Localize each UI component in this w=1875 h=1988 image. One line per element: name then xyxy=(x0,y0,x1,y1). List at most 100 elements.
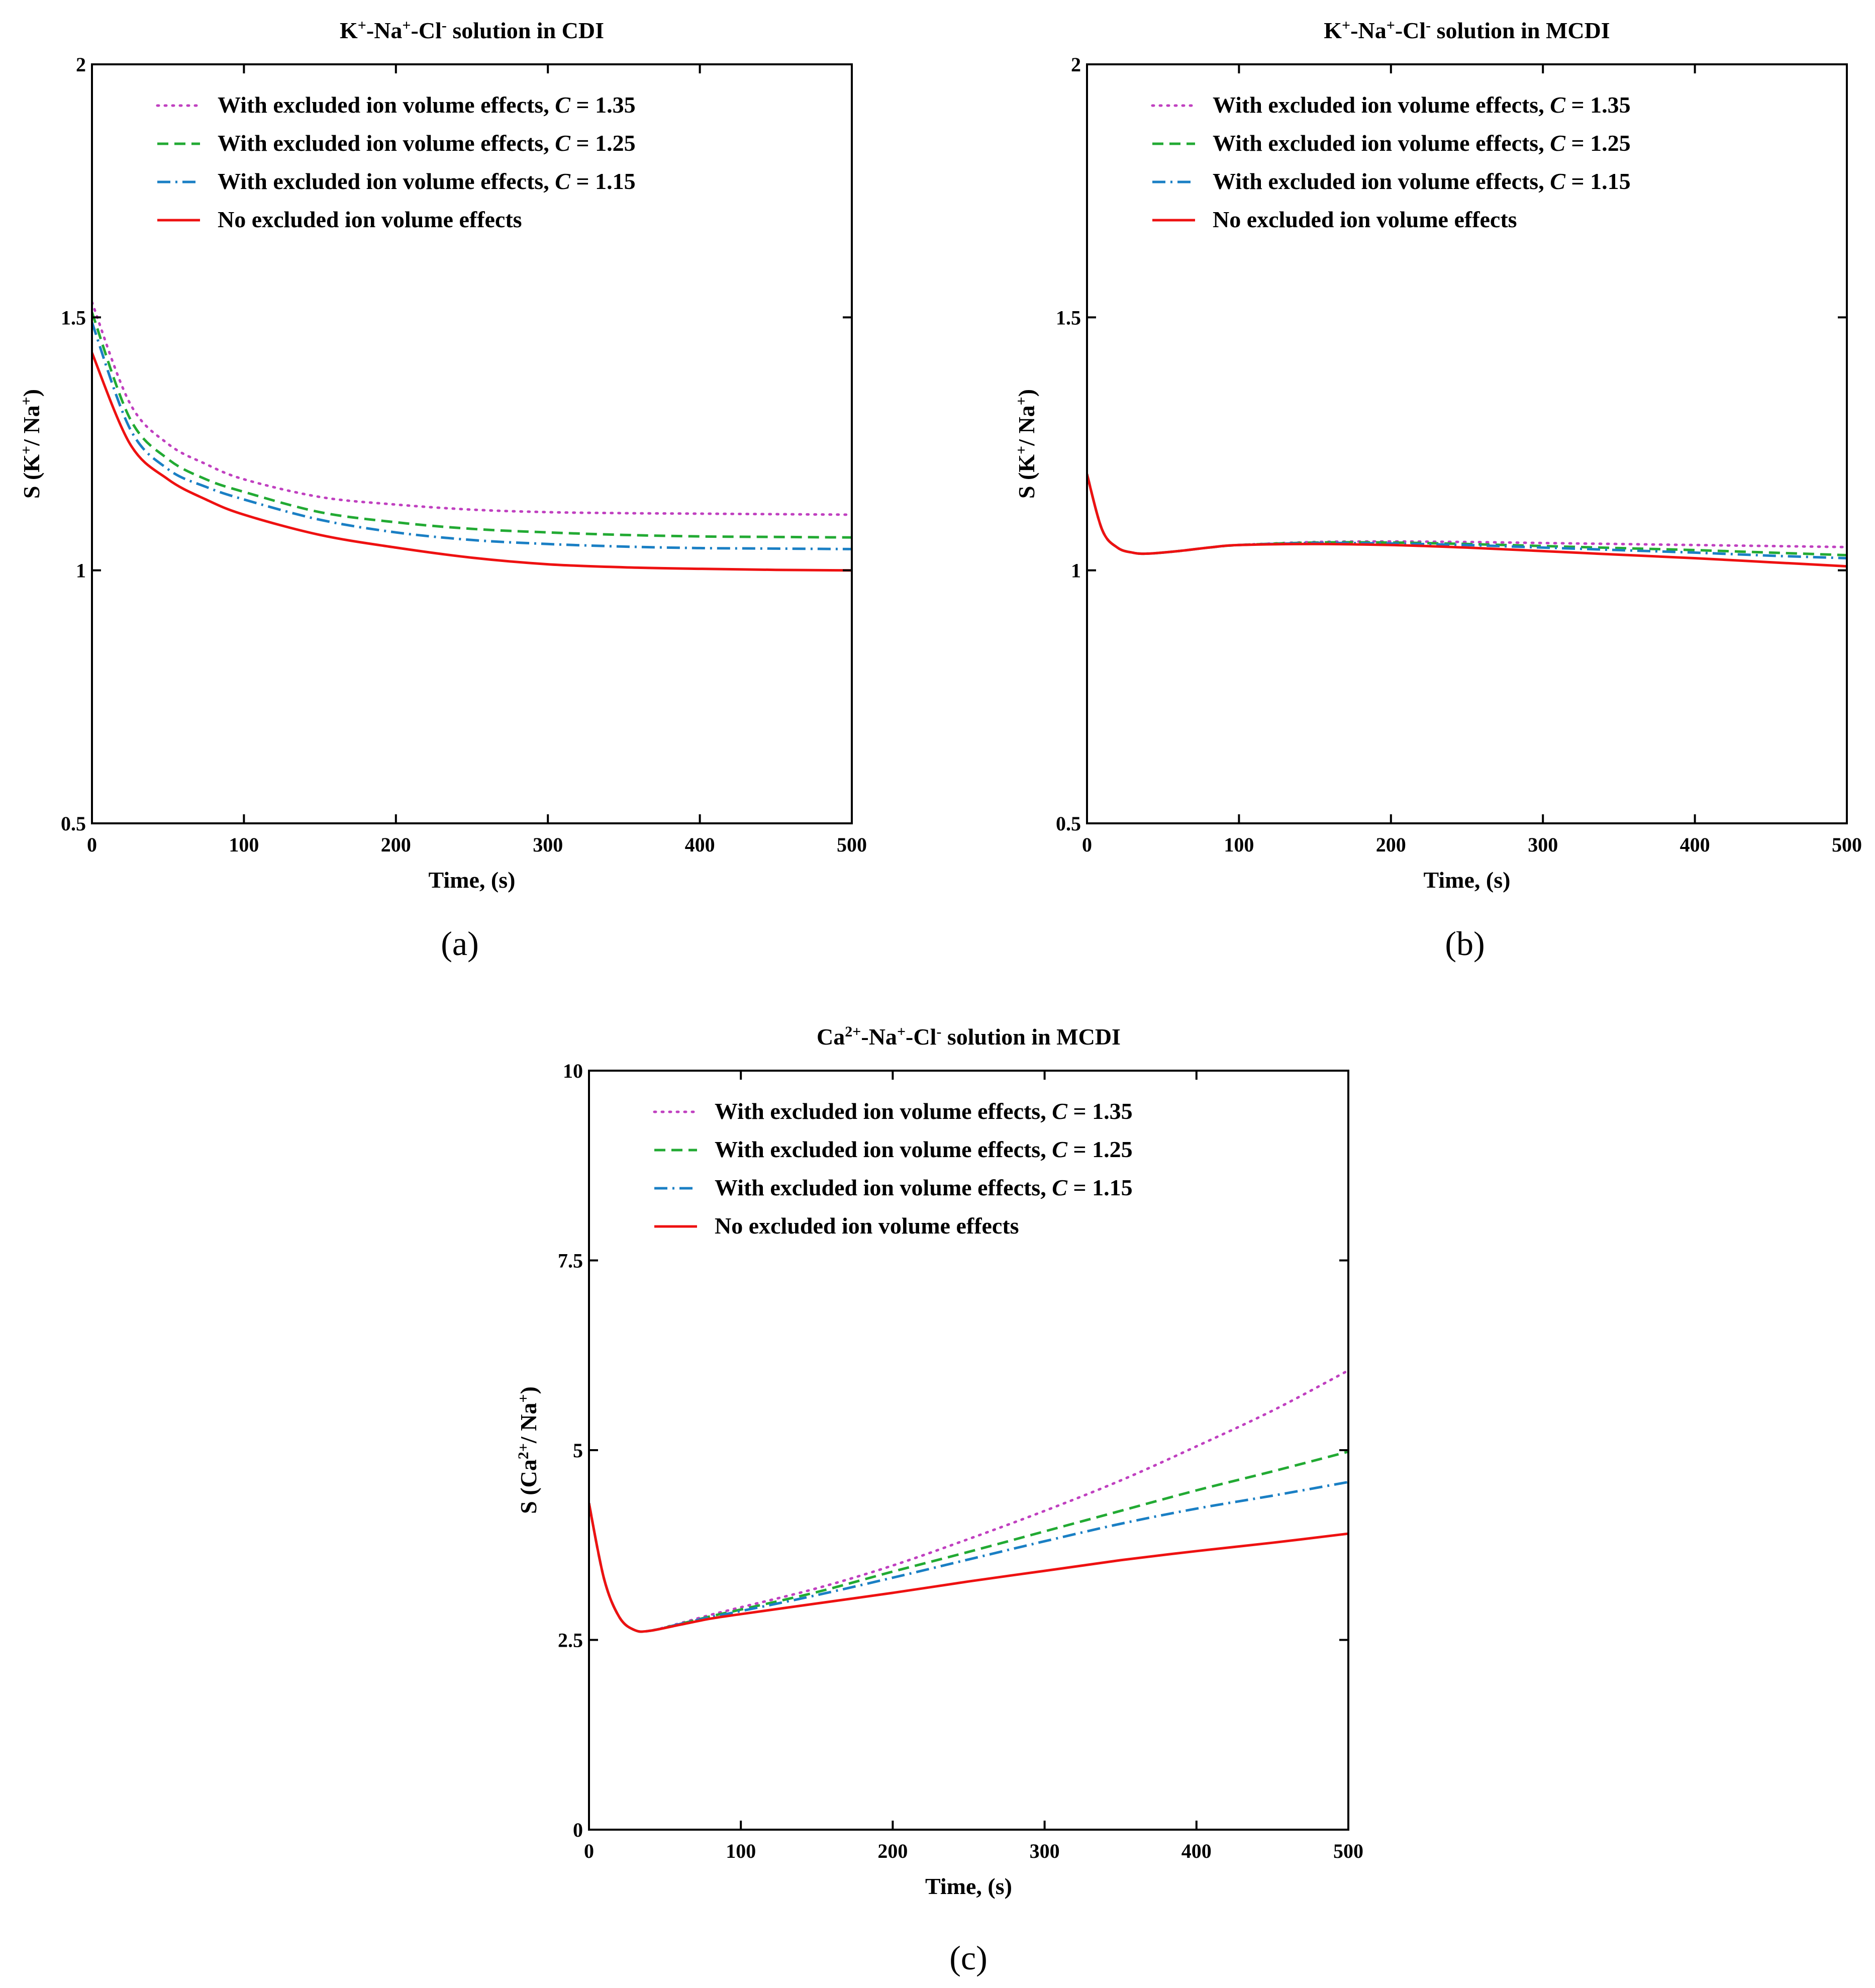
x-tick-label: 100 xyxy=(1224,833,1254,856)
title-part: -Cl xyxy=(411,18,442,43)
series-line-3 xyxy=(1087,474,1847,568)
legend-entry-3: No excluded ion volume effects xyxy=(1213,207,1517,232)
y-tick-label: 0 xyxy=(573,1819,583,1841)
title-superscript: + xyxy=(1342,17,1350,34)
y-tick-label: 1 xyxy=(76,559,86,582)
legend-prefix: With excluded ion volume effects, xyxy=(1213,130,1550,156)
legend-entry-3: No excluded ion volume effects xyxy=(715,1213,1019,1239)
legend-value: = 1.15 xyxy=(1565,168,1631,194)
legend-value: = 1.35 xyxy=(1067,1098,1133,1124)
y-tick-label: 2 xyxy=(1071,53,1081,76)
ylabel-part: ) xyxy=(1014,389,1039,397)
panel-label-1: (b) xyxy=(1445,924,1485,963)
chart-title: Ca2+-Na+-Cl- solution in MCDI xyxy=(817,1023,1121,1050)
x-tick-label: 100 xyxy=(229,833,259,856)
panel-label-0: (a) xyxy=(441,924,478,963)
title-superscript: - xyxy=(442,17,447,34)
y-tick-label: 0.5 xyxy=(1056,812,1081,835)
series-line-0 xyxy=(92,301,852,516)
title-part: -Na xyxy=(1350,18,1387,43)
title-part: solution in MCDI xyxy=(941,1024,1121,1050)
y-tick-label: 2 xyxy=(76,53,86,76)
legend-entry-1: With excluded ion volume effects, C = 1.… xyxy=(715,1137,1133,1162)
y-axis-label: S (K+/ Na+) xyxy=(18,389,45,499)
ylabel-part: / Na xyxy=(516,1403,541,1444)
title-superscript: + xyxy=(358,17,366,34)
legend-cvar: C xyxy=(555,130,571,156)
y-tick-label: 1 xyxy=(1071,559,1081,582)
ylabel-part: S (K xyxy=(1014,454,1039,499)
ylabel-superscript: + xyxy=(18,397,35,405)
x-tick-label: 500 xyxy=(1333,1840,1363,1862)
legend-prefix: With excluded ion volume effects, xyxy=(715,1098,1052,1124)
legend-cvar: C xyxy=(1550,130,1566,156)
x-axis-label: Time, (s) xyxy=(429,867,516,893)
series-line-3 xyxy=(589,1503,1348,1633)
legend-cvar: C xyxy=(1052,1175,1068,1200)
title-superscript: 2+ xyxy=(845,1023,861,1040)
series-line-0 xyxy=(1087,472,1847,555)
legend-entry-2: With excluded ion volume effects, C = 1.… xyxy=(1213,168,1631,194)
series-line-0 xyxy=(589,1369,1348,1633)
legend-prefix: With excluded ion volume effects, xyxy=(1213,92,1550,118)
series-line-2 xyxy=(92,322,852,550)
legend-value: = 1.15 xyxy=(570,168,636,194)
title-part: -Cl xyxy=(906,1024,936,1050)
series-line-1 xyxy=(1087,474,1847,556)
chart-title: K+-Na+-Cl- solution in MCDI xyxy=(1324,17,1610,44)
legend-prefix: With excluded ion volume effects, xyxy=(218,92,555,118)
legend-entry-1: With excluded ion volume effects, C = 1.… xyxy=(218,130,636,156)
ylabel-part: / Na xyxy=(1014,405,1039,446)
legend-value: = 1.25 xyxy=(1067,1137,1133,1162)
y-tick-label: 0.5 xyxy=(61,812,86,835)
x-tick-label: 500 xyxy=(1832,833,1862,856)
legend-prefix: With excluded ion volume effects, xyxy=(1213,168,1550,194)
x-tick-label: 400 xyxy=(1181,1840,1212,1862)
title-superscript: + xyxy=(1387,17,1395,34)
ylabel-part: S (Ca xyxy=(516,1459,541,1514)
y-tick-label: 2.5 xyxy=(558,1629,583,1652)
legend-entry-2: With excluded ion volume effects, C = 1.… xyxy=(218,168,636,194)
y-tick-label: 10 xyxy=(563,1060,583,1082)
legend-prefix: With excluded ion volume effects, xyxy=(715,1175,1052,1200)
legend-prefix: With excluded ion volume effects, xyxy=(218,130,555,156)
title-superscript: - xyxy=(1426,17,1431,34)
x-tick-label: 500 xyxy=(837,833,867,856)
legend-cvar: C xyxy=(1052,1137,1068,1162)
title-part: solution in CDI xyxy=(447,18,604,43)
legend-cvar: C xyxy=(1052,1098,1068,1124)
legend-entry-2: With excluded ion volume effects, C = 1.… xyxy=(715,1175,1133,1200)
title-part: -Na xyxy=(366,18,403,43)
title-part: -Na xyxy=(861,1024,897,1050)
y-tick-label: 1.5 xyxy=(1056,306,1081,329)
title-superscript: + xyxy=(897,1023,906,1040)
ylabel-superscript: + xyxy=(1013,446,1030,454)
legend-entry-3: No excluded ion volume effects xyxy=(218,207,522,232)
legend-none: No excluded ion volume effects xyxy=(218,207,522,232)
x-tick-label: 0 xyxy=(584,1840,594,1862)
x-tick-label: 300 xyxy=(1030,1840,1060,1862)
legend-entry-0: With excluded ion volume effects, C = 1.… xyxy=(218,92,636,118)
legend-none: No excluded ion volume effects xyxy=(1213,207,1517,232)
legend-value: = 1.15 xyxy=(1067,1175,1133,1200)
title-superscript: + xyxy=(402,17,411,34)
x-tick-label: 200 xyxy=(1376,833,1406,856)
ylabel-part: ) xyxy=(516,1386,541,1394)
series-line-3 xyxy=(92,352,852,572)
legend-entry-0: With excluded ion volume effects, C = 1.… xyxy=(1213,92,1631,118)
legend-value: = 1.35 xyxy=(570,92,636,118)
ylabel-superscript: 2+ xyxy=(515,1443,532,1459)
ylabel-superscript: + xyxy=(18,446,35,454)
x-tick-label: 300 xyxy=(1528,833,1558,856)
title-part: solution in MCDI xyxy=(1431,18,1610,43)
series-line-1 xyxy=(589,1450,1348,1633)
x-tick-label: 0 xyxy=(1082,833,1092,856)
x-tick-label: 100 xyxy=(726,1840,756,1862)
legend-value: = 1.35 xyxy=(1565,92,1631,118)
legend-none: No excluded ion volume effects xyxy=(715,1213,1019,1239)
plot-frame xyxy=(1086,63,1848,824)
